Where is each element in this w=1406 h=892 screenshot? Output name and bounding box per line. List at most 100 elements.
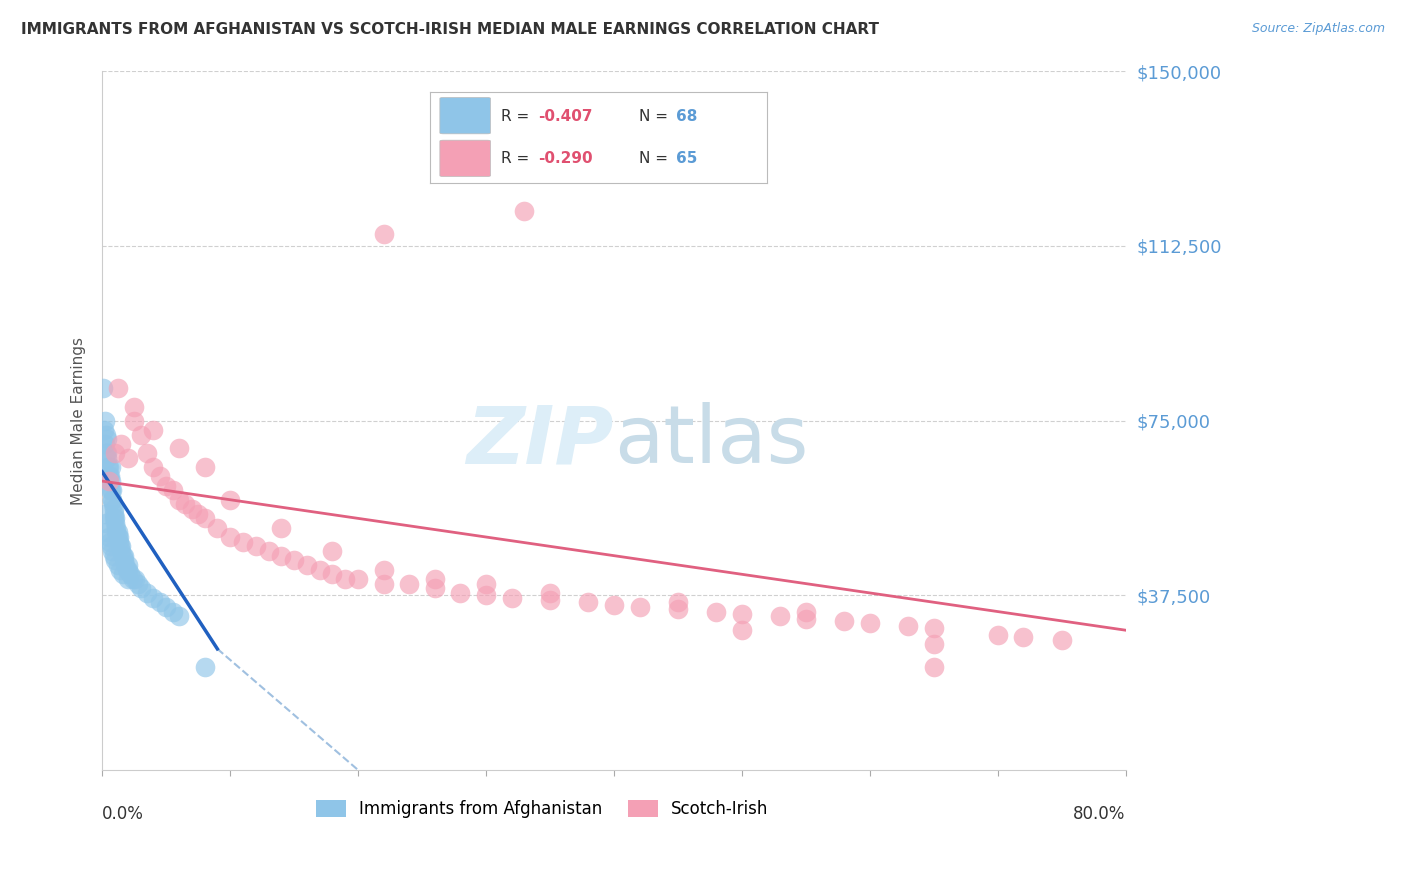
Point [94,507,117,521]
Text: Source: ZipAtlas.com: Source: ZipAtlas.com [1251,22,1385,36]
Point [373,227,395,241]
Point [398,576,420,591]
Point [122,400,145,414]
Point [373,563,395,577]
Point [103,511,125,525]
Point [321,567,343,582]
Point [100,483,122,498]
Point [96,450,118,465]
Point [94,516,117,530]
Point [628,599,651,614]
Point [142,591,165,605]
Point [112,553,135,567]
Point [122,413,145,427]
Point [107,530,129,544]
Point [105,525,128,540]
Point [270,521,292,535]
Point [232,534,254,549]
Point [769,609,792,624]
Point [96,432,118,446]
Point [538,593,561,607]
Point [475,576,498,591]
Point [94,413,117,427]
Point [136,586,159,600]
Point [97,474,120,488]
Point [101,492,124,507]
Point [207,521,229,535]
Point [922,637,945,651]
Point [112,549,135,563]
Point [94,446,117,460]
Point [107,558,129,572]
Point [98,469,121,483]
Point [538,586,561,600]
Point [105,521,128,535]
Point [922,621,945,635]
Point [174,497,197,511]
Point [731,607,754,621]
Point [98,534,121,549]
Point [922,660,945,674]
Point [101,497,124,511]
Point [129,427,152,442]
Point [180,502,202,516]
Text: 0.0%: 0.0% [103,805,143,823]
Point [731,624,754,638]
Point [98,483,121,498]
Point [245,539,267,553]
Text: atlas: atlas [614,402,808,481]
Point [104,446,127,460]
Point [666,602,689,616]
Point [1050,632,1073,647]
Point [897,618,920,632]
Point [162,483,184,498]
Point [104,511,127,525]
Point [987,628,1010,642]
Point [155,479,177,493]
Point [97,460,120,475]
Point [97,530,120,544]
Point [193,511,215,525]
Point [117,563,139,577]
Point [794,605,817,619]
Point [122,572,145,586]
Point [347,572,370,586]
Y-axis label: Median Male Earnings: Median Male Earnings [72,336,86,505]
Point [110,437,132,451]
Point [103,507,125,521]
Point [117,572,139,586]
Point [127,576,149,591]
Point [107,381,129,395]
Point [321,544,343,558]
Point [124,572,146,586]
Point [219,530,242,544]
Point [108,539,131,553]
Text: ZIP: ZIP [467,402,614,481]
Point [283,553,305,567]
Point [117,558,139,572]
Point [100,474,122,488]
Point [704,605,727,619]
Text: 80.0%: 80.0% [1073,805,1126,823]
Point [295,558,318,572]
Point [155,599,177,614]
Point [96,525,118,540]
Point [501,591,523,605]
Point [335,572,357,586]
Point [108,563,131,577]
Point [110,544,132,558]
Point [270,549,292,563]
Point [142,460,165,475]
Point [101,544,124,558]
Point [859,616,882,631]
Point [97,460,120,475]
Point [93,381,115,395]
Point [666,595,689,609]
Point [576,595,599,609]
Point [257,544,280,558]
Point [1012,630,1035,644]
Point [98,469,121,483]
Point [111,567,134,582]
Point [167,609,190,624]
Point [449,586,471,600]
